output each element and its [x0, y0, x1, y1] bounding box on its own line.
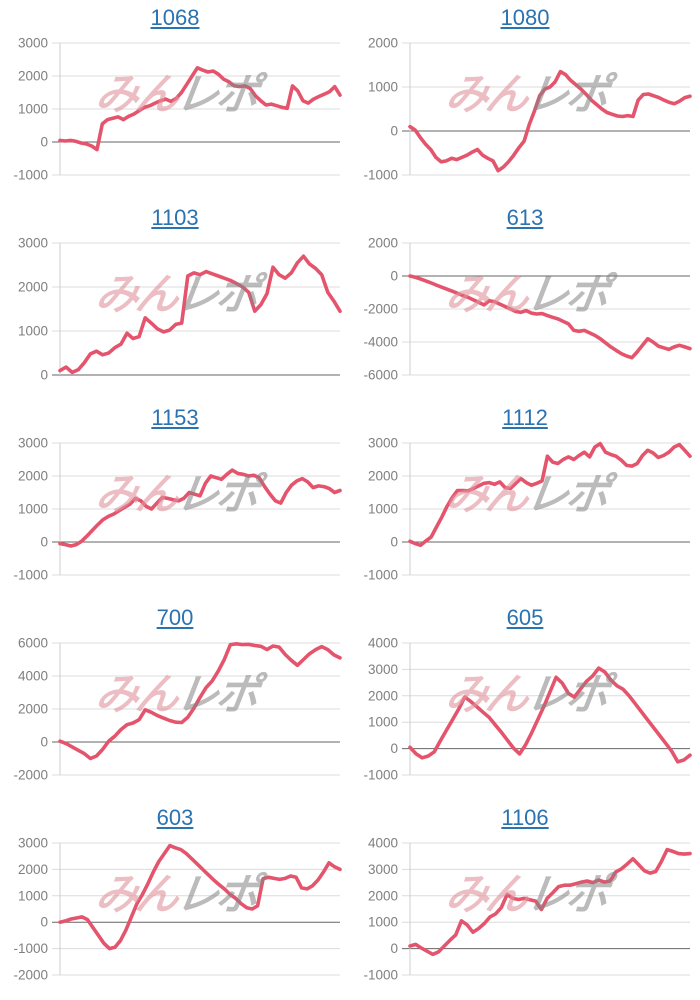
chart-svg: 3000 2000 1000 0: [18, 236, 342, 383]
y-tick-label: -2000: [13, 768, 48, 783]
chart-cell: 6000 4000 2000 0 -2000 みんレポ 700: [0, 600, 350, 800]
y-tick-label: 4000: [368, 836, 398, 851]
y-tick-label: 3000: [18, 436, 48, 451]
chart-title-link[interactable]: 1080: [500, 5, 550, 30]
chart-cell: 3000 2000 1000 0 -1000 みんレポ 1068: [0, 0, 350, 200]
y-tick-label: 0: [40, 915, 48, 930]
chart-cell: 2000 0 -2000 -4000 -6000 みんレポ 613: [350, 200, 700, 400]
y-tick-label: 0: [390, 124, 398, 139]
series-line: [58, 468, 342, 548]
chart-title-link[interactable]: 1106: [501, 805, 549, 830]
y-tick-label: 1000: [18, 102, 48, 117]
y-tick-label: 1000: [18, 888, 48, 903]
series-line: [58, 66, 342, 152]
chart-svg: 2000 0 -2000 -4000 -6000: [363, 236, 692, 383]
chart-title-link[interactable]: 1103: [151, 205, 199, 230]
chart-cell: 4000 3000 2000 1000 0 -1000 みんレポ 605: [350, 600, 700, 800]
y-tick-label: 2000: [18, 702, 48, 717]
chart-title-link[interactable]: 613: [506, 205, 544, 230]
y-tick-label: 6000: [18, 636, 48, 651]
y-tick-label: 2000: [18, 469, 48, 484]
y-tick-label: 4000: [368, 636, 398, 651]
chart-svg: 4000 3000 2000 1000 0 -1000: [363, 636, 692, 783]
y-tick-label: 0: [40, 135, 48, 150]
chart-svg: 4000 3000 2000 1000 0 -1000: [363, 836, 692, 983]
series-line: [408, 666, 692, 764]
y-tick-label: 2000: [18, 862, 48, 877]
y-tick-label: 1000: [18, 324, 48, 339]
chart-title-link[interactable]: 1153: [151, 405, 199, 430]
series-line: [58, 843, 342, 951]
y-tick-label: 2000: [18, 69, 48, 84]
y-tick-label: 1000: [18, 502, 48, 517]
y-tick-label: 2000: [368, 888, 398, 903]
y-tick-label: 3000: [368, 436, 398, 451]
chart-title-link[interactable]: 605: [506, 605, 544, 630]
chart-title-link[interactable]: 700: [156, 605, 194, 630]
y-tick-label: 0: [40, 368, 48, 383]
y-tick-label: 3000: [368, 862, 398, 877]
y-tick-label: 2000: [368, 36, 398, 51]
y-tick-label: -1000: [363, 768, 398, 783]
y-tick-label: 2000: [18, 280, 48, 295]
chart-cell: 3000 2000 1000 0 -1000 みんレポ 1153: [0, 400, 350, 600]
y-tick-label: 1000: [368, 80, 398, 95]
y-tick-label: -1000: [363, 968, 398, 983]
chart-svg: 3000 2000 1000 0 -1000: [13, 36, 342, 183]
chart-cell: 4000 3000 2000 1000 0 -1000 みんレポ 1106: [350, 800, 700, 1000]
series-line: [58, 641, 342, 761]
y-tick-label: 1000: [368, 715, 398, 730]
y-tick-label: 0: [390, 535, 398, 550]
chart-cell: 3000 2000 1000 0 -1000 -2000 みんレポ 603: [0, 800, 350, 1000]
series-line: [408, 274, 692, 360]
chart-svg: 6000 4000 2000 0 -2000: [13, 636, 342, 783]
y-tick-label: 3000: [368, 662, 398, 677]
y-tick-label: -1000: [363, 568, 398, 583]
chart-cell: 3000 2000 1000 0 -1000 みんレポ 1112: [350, 400, 700, 600]
series-line: [408, 69, 692, 173]
chart-svg: 3000 2000 1000 0 -1000: [363, 436, 692, 583]
y-tick-label: 0: [40, 535, 48, 550]
chart-title-link[interactable]: 1112: [502, 405, 548, 430]
chart-svg: 3000 2000 1000 0 -1000: [13, 436, 342, 583]
y-tick-label: 0: [390, 741, 398, 756]
chart-cell: 2000 1000 0 -1000 みんレポ 1080: [350, 0, 700, 200]
y-tick-label: -2000: [13, 968, 48, 983]
chart-title-link[interactable]: 603: [156, 805, 194, 830]
y-tick-label: 0: [390, 941, 398, 956]
y-tick-label: 4000: [18, 669, 48, 684]
y-tick-label: 0: [40, 735, 48, 750]
chart-cell: 3000 2000 1000 0 みんレポ 1103: [0, 200, 350, 400]
y-tick-label: 1000: [368, 502, 398, 517]
y-tick-label: 2000: [368, 236, 398, 251]
y-tick-label: -1000: [363, 168, 398, 183]
y-tick-label: -2000: [363, 302, 398, 317]
y-tick-label: 2000: [368, 469, 398, 484]
y-tick-label: 3000: [18, 36, 48, 51]
y-tick-label: 0: [390, 269, 398, 284]
y-tick-label: -1000: [13, 568, 48, 583]
series-line: [408, 847, 692, 957]
y-tick-label: 2000: [368, 688, 398, 703]
y-tick-label: -4000: [363, 335, 398, 350]
y-tick-label: 3000: [18, 236, 48, 251]
series-line: [408, 441, 692, 548]
chart-svg: 3000 2000 1000 0 -1000 -2000: [13, 836, 342, 983]
y-tick-label: -1000: [13, 168, 48, 183]
series-line: [58, 254, 342, 375]
y-tick-label: 1000: [368, 915, 398, 930]
y-tick-label: 3000: [18, 836, 48, 851]
chart-svg: 2000 1000 0 -1000: [363, 36, 692, 183]
y-tick-label: -1000: [13, 941, 48, 956]
chart-title-link[interactable]: 1068: [150, 5, 200, 30]
y-tick-label: -6000: [363, 368, 398, 383]
